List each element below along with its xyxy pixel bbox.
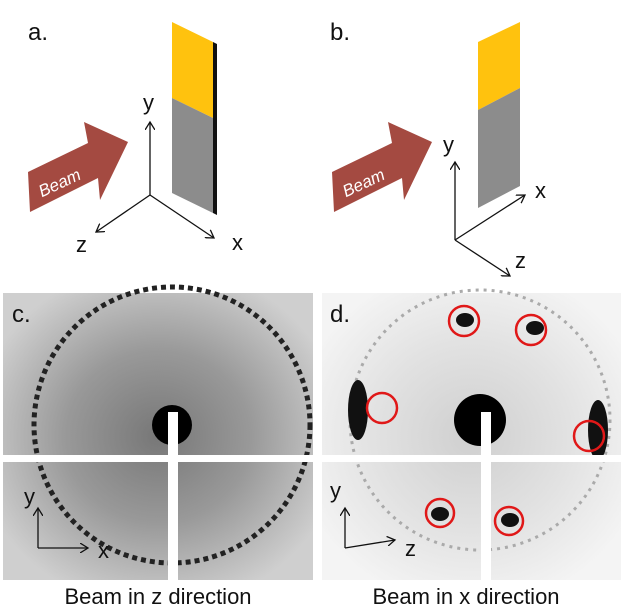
axis-label: y bbox=[330, 478, 341, 503]
axis-label: x bbox=[232, 230, 243, 255]
axis bbox=[455, 195, 525, 240]
panel-label: d. bbox=[330, 301, 350, 328]
detector-gap bbox=[3, 455, 313, 462]
caption: Beam in x direction bbox=[372, 584, 559, 609]
axis-label: y bbox=[24, 484, 35, 509]
peak bbox=[526, 321, 544, 335]
panel-label: a. bbox=[28, 19, 48, 46]
panel-label: c. bbox=[12, 301, 31, 328]
beam-center bbox=[454, 394, 506, 446]
beamstop bbox=[168, 412, 178, 580]
peak bbox=[456, 313, 474, 327]
axis-label: z bbox=[515, 248, 526, 273]
axis-label: z bbox=[76, 232, 87, 257]
caption: Beam in z direction bbox=[64, 584, 251, 609]
panel-a: a. Beam y z x bbox=[28, 19, 243, 257]
axis-label: y bbox=[143, 90, 154, 115]
beamstop bbox=[481, 412, 491, 580]
panel-label: b. bbox=[330, 19, 350, 46]
axis bbox=[455, 240, 510, 276]
peak bbox=[501, 513, 519, 527]
axis-label: y bbox=[443, 132, 454, 157]
axis bbox=[96, 195, 150, 232]
peak bbox=[348, 380, 368, 440]
figure: a. Beam y z x b. Beam y x z c. y bbox=[0, 0, 621, 610]
axis-label: x bbox=[535, 178, 546, 203]
detector-gap bbox=[322, 455, 621, 462]
panel-b: b. Beam y x z bbox=[330, 19, 546, 276]
axis-label: x bbox=[98, 538, 109, 563]
sample bbox=[172, 98, 213, 213]
panel-d: d. y z Beam in x direction bbox=[322, 290, 621, 609]
peak bbox=[431, 507, 449, 521]
axis-label: z bbox=[405, 536, 416, 561]
panel-c: c. y x Beam in z direction bbox=[3, 287, 313, 609]
sample-edge bbox=[213, 42, 217, 215]
